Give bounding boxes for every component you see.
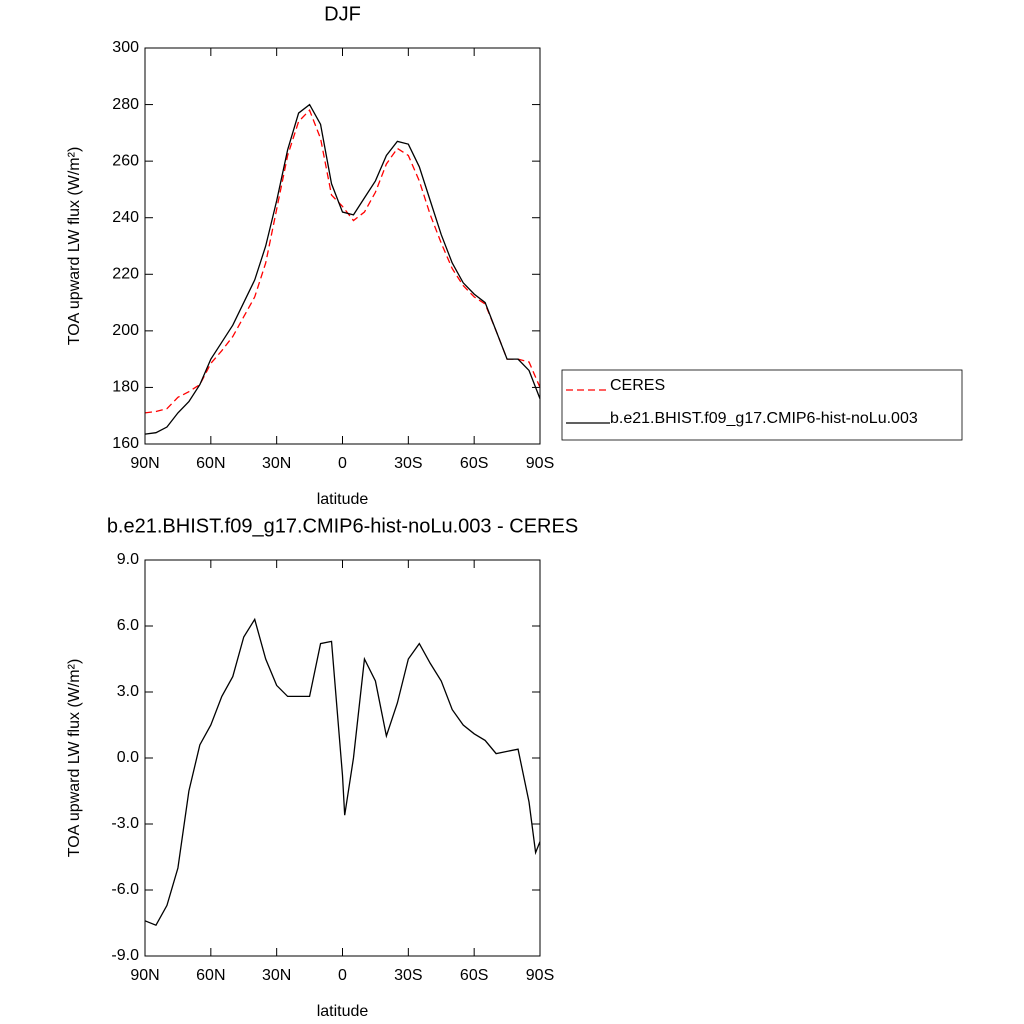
x-tick-label: 60N <box>196 455 225 472</box>
legend-label: CERES <box>610 377 665 394</box>
x-tick-label: 30N <box>262 967 291 984</box>
x-tick-label: 60S <box>460 455 488 472</box>
y-tick-label: 3.0 <box>117 683 139 700</box>
x-tick-label: 90N <box>130 455 159 472</box>
y-tick-label: 160 <box>112 435 139 452</box>
x-tick-label: 90S <box>526 967 554 984</box>
y-tick-label: 300 <box>112 39 139 56</box>
y-axis-label: TOA upward LW flux (W/m²) <box>66 147 83 346</box>
y-tick-label: -9.0 <box>111 947 139 964</box>
y-tick-label: 0.0 <box>117 749 139 766</box>
y-tick-label: 260 <box>112 152 139 169</box>
y-tick-label: 280 <box>112 96 139 113</box>
data-line <box>144 617 541 927</box>
x-tick-label: 60S <box>460 967 488 984</box>
chart-title: b.e21.BHIST.f09_g17.CMIP6-hist-noLu.003 … <box>107 515 578 537</box>
plot-frame <box>144 559 541 957</box>
x-tick-label: 30S <box>394 967 422 984</box>
data-line <box>144 103 541 435</box>
y-tick-label: 220 <box>112 266 139 283</box>
x-axis-label: latitude <box>317 1003 369 1020</box>
y-tick-label: 240 <box>112 209 139 226</box>
x-tick-label: 30N <box>262 455 291 472</box>
y-tick-label: 180 <box>112 379 139 396</box>
x-tick-label: 0 <box>338 967 347 984</box>
y-tick-label: -6.0 <box>111 881 139 898</box>
y-axis-label: TOA upward LW flux (W/m²) <box>66 659 83 858</box>
legend-box <box>561 369 963 441</box>
x-tick-label: 90S <box>526 455 554 472</box>
chart-title: DJF <box>324 3 361 25</box>
legend-label: b.e21.BHIST.f09_g17.CMIP6-hist-noLu.003 <box>610 410 918 427</box>
x-axis-label: latitude <box>317 491 369 508</box>
x-tick-label: 0 <box>338 455 347 472</box>
plot-frame <box>144 47 541 445</box>
y-tick-label: 6.0 <box>117 617 139 634</box>
x-tick-label: 60N <box>196 967 225 984</box>
y-tick-label: -3.0 <box>111 815 139 832</box>
y-tick-label: 200 <box>112 322 139 339</box>
x-tick-label: 30S <box>394 455 422 472</box>
x-tick-label: 90N <box>130 967 159 984</box>
data-line <box>144 109 541 414</box>
y-tick-label: 9.0 <box>117 551 139 568</box>
